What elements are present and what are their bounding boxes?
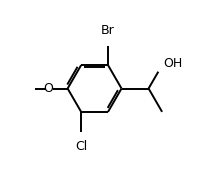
- Text: Cl: Cl: [75, 140, 87, 153]
- Text: OH: OH: [164, 57, 183, 70]
- Text: Br: Br: [101, 24, 115, 37]
- Text: O: O: [44, 82, 54, 95]
